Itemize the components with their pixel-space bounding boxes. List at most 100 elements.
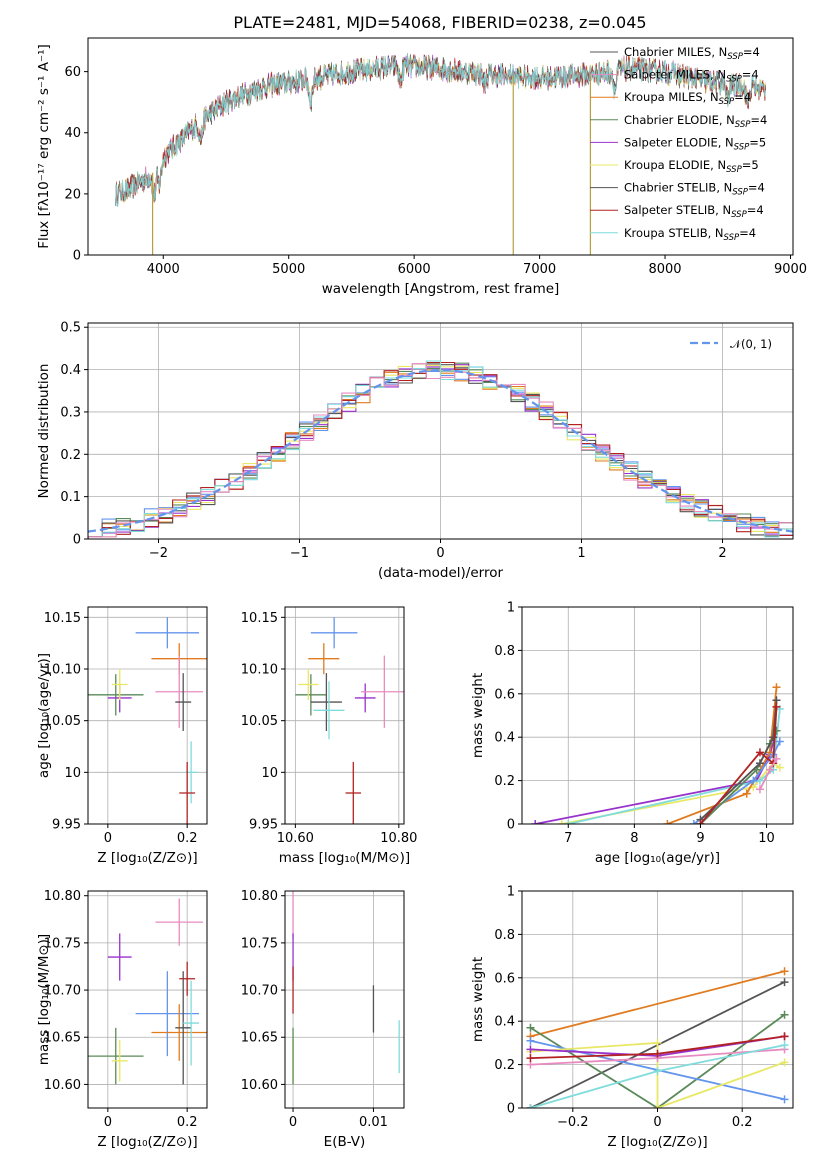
- weight-marker: [557, 820, 566, 824]
- axes-frame: [87, 890, 208, 1109]
- y-tick-label: 0: [73, 533, 81, 548]
- weight-marker: [749, 776, 758, 785]
- y-tick-label: 10.75: [44, 936, 81, 951]
- x-tick-label: 9: [696, 831, 704, 846]
- legend-label: Salpeter ELODIE, NSSP=5: [624, 135, 766, 152]
- y-tick-label: 10.60: [241, 1078, 278, 1093]
- errorbar-point: [361, 655, 404, 728]
- weight-marker: [780, 967, 789, 976]
- weight-marker: [526, 1023, 535, 1032]
- y-tick-label: 10: [64, 766, 81, 781]
- x-tick-label: 7000: [523, 262, 556, 277]
- weight-marker: [780, 978, 789, 987]
- y-tick-label: 1: [507, 885, 515, 900]
- x-tick-label: 0: [653, 1115, 661, 1130]
- weight-marker: [526, 1036, 535, 1045]
- y-tick-label: 0.3: [60, 405, 81, 420]
- y-axis-label: mass [log₁₀(M/M⊙)]: [36, 934, 52, 1065]
- axes-frame: [284, 606, 405, 825]
- chart-age-vs-Z: [88, 607, 207, 825]
- weight-marker: [765, 765, 774, 774]
- weight-marker: [564, 820, 573, 824]
- weight-marker: [531, 820, 540, 824]
- y-tick-label: 9.95: [52, 818, 81, 833]
- errorbar-point: [88, 1027, 144, 1085]
- x-axis-label: age [log₁₀(age/yr)]: [595, 850, 720, 866]
- weight-marker: [755, 748, 764, 757]
- x-tick-label: 8: [630, 831, 638, 846]
- errorbar-point: [135, 617, 200, 649]
- x-tick-label: 10: [758, 831, 775, 846]
- weight-marker: [772, 702, 781, 711]
- chart-mass-vs-Z: [88, 891, 207, 1108]
- weight-marker: [775, 737, 784, 746]
- weight-marker: [780, 1032, 789, 1041]
- x-tick-label: 0: [436, 546, 444, 561]
- errorbar-point: [179, 762, 196, 824]
- x-axis-label: Z [log₁₀(Z/Z⊙)]: [97, 1134, 197, 1150]
- figure-title: PLATE=2481, MJD=54068, FIBERID=0238, z=0…: [233, 13, 646, 32]
- y-tick-label: 0.2: [494, 1058, 515, 1073]
- weight-series: [526, 1032, 789, 1063]
- y-tick-label: 0.6: [494, 687, 515, 702]
- errorbar-point: [354, 683, 376, 713]
- y-tick-label: 10.15: [241, 611, 278, 626]
- y-tick-label: 60: [64, 65, 81, 80]
- weight-marker: [653, 1104, 662, 1108]
- weight-line: [530, 1013, 786, 1108]
- x-tick-label: 2: [718, 546, 726, 561]
- y-tick-label: 0: [73, 249, 81, 264]
- errorbar-point: [88, 674, 144, 716]
- y-tick-label: 0.5: [60, 321, 81, 336]
- legend-label: Salpeter MILES, NSSP=4: [624, 68, 759, 85]
- weight-line: [699, 706, 778, 824]
- errorbar-point: [175, 971, 192, 1085]
- errorbar-point: [151, 1004, 207, 1061]
- weight-marker: [755, 785, 764, 794]
- plot-area: [88, 617, 207, 824]
- y-axis-label: Flux [fλ10⁻¹⁷ erg cm⁻² s⁻¹ A⁻¹]: [36, 44, 52, 249]
- y-tick-label: 0.1: [60, 490, 81, 505]
- x-axis-label: Z [log₁₀(Z/Z⊙)]: [607, 1134, 707, 1150]
- errorbar-point: [135, 971, 200, 1057]
- y-tick-label: 10.05: [241, 714, 278, 729]
- y-tick-label: 10.10: [44, 663, 81, 678]
- y-tick-label: 10.65: [241, 1031, 278, 1046]
- weight-marker: [653, 1067, 662, 1076]
- x-tick-label: −0.2: [557, 1115, 589, 1130]
- weight-marker: [742, 789, 751, 798]
- spectrum-line: [115, 54, 766, 207]
- x-tick-label: −2: [149, 546, 168, 561]
- y-tick-label: 10.65: [44, 1031, 81, 1046]
- weight-marker: [769, 733, 778, 742]
- weight-series: [526, 967, 789, 1041]
- x-tick-label: 10.80: [380, 831, 417, 846]
- weight-marker: [663, 820, 672, 824]
- weight-marker: [689, 820, 698, 824]
- y-tick-label: 10.80: [241, 889, 278, 904]
- weight-marker: [653, 1049, 662, 1058]
- y-tick-label: 0.8: [494, 644, 515, 659]
- x-axis-label: mass [log₁₀(M/M⊙)]: [279, 850, 410, 866]
- y-tick-label: 9.95: [249, 818, 278, 833]
- axes-frame: [87, 606, 208, 825]
- errorbar-point: [183, 980, 200, 1066]
- errorbar-point: [155, 898, 204, 946]
- weight-marker: [755, 759, 764, 768]
- x-axis-label: E(B-V): [324, 1134, 366, 1150]
- plot-area: [526, 967, 789, 1108]
- plot-area: [292, 891, 400, 1085]
- x-tick-label: 0.2: [177, 831, 198, 846]
- x-tick-label: 0: [289, 1115, 297, 1130]
- chart-age-vs-mass: [285, 607, 404, 825]
- legend-label: Chabrier MILES, NSSP=4: [624, 45, 760, 62]
- axes-frame-mass-vs-ebv: 0 0.01 10.60 10.65 10.70 10.75 10.80 E(B-V): [241, 889, 405, 1150]
- y-tick-label: 10.15: [44, 611, 81, 626]
- weight-series: [564, 704, 784, 824]
- y-tick-label: 10.60: [44, 1078, 81, 1093]
- axes-frame-age-vs-mass: 10.60 10.80 9.95 10 10.05 10.10 10.15 mass [log…: [241, 606, 417, 866]
- axes-frame-spectrum: 4000 5000 6000 7000 8000 9000 0 20 40 60 wavelengt…: [36, 37, 807, 297]
- y-tick-label: 10.10: [241, 663, 278, 678]
- weight-marker: [772, 754, 781, 763]
